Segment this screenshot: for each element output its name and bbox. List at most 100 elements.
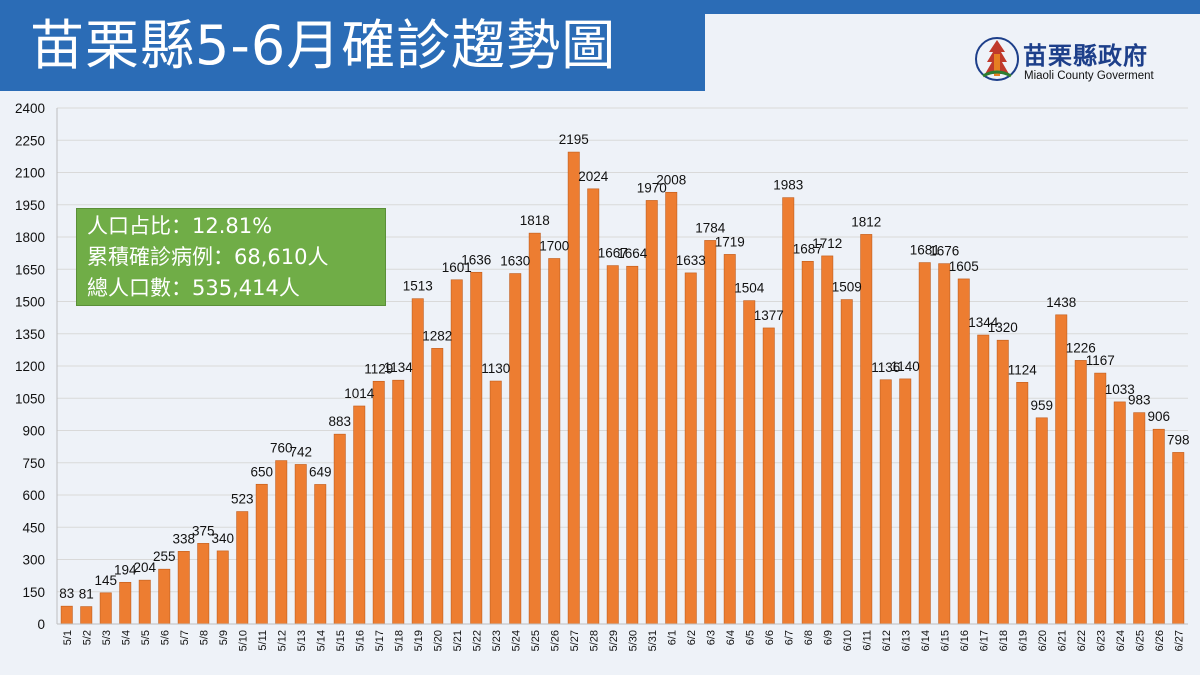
x-tick-label: 5/27 bbox=[569, 630, 581, 651]
bar bbox=[782, 197, 795, 625]
x-tick-label: 5/10 bbox=[237, 630, 249, 651]
y-tick-label: 1800 bbox=[15, 230, 45, 245]
x-tick-label: 5/20 bbox=[432, 630, 444, 651]
x-tick-label: 6/16 bbox=[959, 630, 971, 651]
x-tick-label: 5/7 bbox=[179, 630, 191, 645]
bar bbox=[255, 483, 268, 625]
y-tick-label: 1500 bbox=[15, 295, 45, 310]
x-tick-label: 6/12 bbox=[881, 630, 893, 651]
x-tick-label: 6/19 bbox=[1017, 630, 1029, 651]
data-label: 742 bbox=[289, 444, 312, 459]
data-label: 1601 bbox=[442, 260, 472, 275]
info-box: 人口占比：12.81% 累積確診病例：68,610人 總人口數：535,414人 bbox=[76, 208, 386, 306]
data-label: 1140 bbox=[891, 359, 920, 374]
y-tick-label: 750 bbox=[22, 456, 45, 471]
bar bbox=[840, 299, 853, 625]
y-tick-label: 1950 bbox=[15, 198, 45, 213]
x-tick-label: 5/4 bbox=[120, 630, 132, 645]
bar bbox=[411, 298, 424, 625]
data-label: 1124 bbox=[1008, 362, 1038, 377]
x-tick-label: 6/22 bbox=[1076, 630, 1088, 651]
bar bbox=[567, 151, 580, 625]
x-tick-label: 5/19 bbox=[413, 630, 425, 651]
data-label: 906 bbox=[1147, 409, 1170, 424]
x-tick-label: 5/29 bbox=[608, 630, 620, 651]
data-label: 81 bbox=[79, 587, 94, 602]
data-label: 340 bbox=[211, 531, 234, 546]
data-label: 1226 bbox=[1066, 340, 1096, 355]
bar bbox=[704, 240, 717, 625]
bar bbox=[1094, 372, 1107, 625]
data-label: 1983 bbox=[773, 178, 803, 193]
y-tick-label: 1050 bbox=[15, 391, 45, 406]
bar bbox=[762, 327, 775, 625]
x-tick-label: 6/1 bbox=[666, 630, 678, 645]
bar bbox=[996, 339, 1009, 625]
data-label: 1667 bbox=[598, 246, 628, 261]
data-label: 1509 bbox=[832, 280, 862, 295]
data-label: 204 bbox=[133, 560, 156, 575]
x-tick-label: 6/2 bbox=[686, 630, 698, 645]
x-tick-label: 6/14 bbox=[920, 630, 932, 651]
y-tick-label: 600 bbox=[22, 488, 45, 503]
data-label: 1344 bbox=[968, 315, 999, 330]
y-tick-label: 1200 bbox=[15, 359, 45, 374]
data-label: 1129 bbox=[364, 361, 393, 376]
bars bbox=[60, 151, 1185, 625]
y-tick-label: 450 bbox=[22, 520, 45, 535]
x-tick-label: 5/11 bbox=[257, 630, 269, 651]
x-tick-label: 5/18 bbox=[393, 630, 405, 651]
data-label: 2008 bbox=[656, 172, 686, 187]
x-tick-label: 5/26 bbox=[549, 630, 561, 651]
x-tick-label: 6/6 bbox=[764, 630, 776, 645]
x-tick-label: 5/31 bbox=[647, 630, 659, 651]
county-logo: 苗栗縣政府 Miaoli County Goverment bbox=[975, 34, 1185, 90]
data-label: 1700 bbox=[539, 239, 569, 254]
bar bbox=[1016, 382, 1029, 625]
data-label: 1136 bbox=[871, 360, 900, 375]
x-tick-label: 6/20 bbox=[1037, 630, 1049, 651]
y-tick-label: 2100 bbox=[15, 166, 45, 181]
header-strip bbox=[705, 0, 1200, 14]
x-tick-label: 5/9 bbox=[218, 630, 230, 645]
bar bbox=[119, 581, 132, 625]
y-tick-label: 2250 bbox=[15, 133, 45, 148]
data-label: 1134 bbox=[384, 360, 414, 375]
data-label: 760 bbox=[270, 441, 293, 456]
bar bbox=[431, 348, 444, 625]
x-tick-label: 6/3 bbox=[705, 630, 717, 645]
data-label: 1818 bbox=[520, 213, 550, 228]
x-tick-label: 5/1 bbox=[62, 630, 74, 645]
x-tick-label: 6/10 bbox=[842, 630, 854, 651]
bar bbox=[450, 279, 463, 625]
bar bbox=[918, 262, 931, 625]
bar bbox=[177, 551, 190, 625]
bar bbox=[528, 232, 541, 625]
x-tick-label: 5/2 bbox=[81, 630, 93, 645]
bar bbox=[606, 265, 619, 625]
bar bbox=[353, 405, 366, 625]
data-label: 1676 bbox=[929, 244, 959, 259]
bar bbox=[158, 568, 171, 625]
bar bbox=[723, 254, 736, 625]
data-label: 1320 bbox=[988, 320, 1018, 335]
logo-text-cn: 苗栗縣政府 bbox=[1023, 41, 1148, 70]
bar bbox=[743, 300, 756, 625]
x-tick-label: 6/18 bbox=[998, 630, 1010, 651]
bar-chart: 0 150 300 450 600 750 900 1050 1200 1350 1500 1650 1… bbox=[15, 101, 1190, 651]
bar bbox=[489, 380, 502, 625]
data-label: 798 bbox=[1167, 432, 1190, 447]
x-tick-label: 5/13 bbox=[296, 630, 308, 651]
data-label: 1687 bbox=[793, 241, 823, 256]
bar bbox=[509, 273, 522, 625]
data-label: 1504 bbox=[734, 281, 765, 296]
data-label: 1812 bbox=[851, 214, 881, 229]
bar bbox=[314, 484, 327, 625]
logo-text-en: Miaoli County Goverment bbox=[1024, 70, 1154, 82]
data-label: 1377 bbox=[754, 308, 784, 323]
data-label: 1681 bbox=[910, 243, 940, 258]
county-emblem-icon bbox=[975, 37, 1019, 81]
data-label: 1712 bbox=[812, 236, 842, 251]
bar bbox=[275, 460, 288, 625]
